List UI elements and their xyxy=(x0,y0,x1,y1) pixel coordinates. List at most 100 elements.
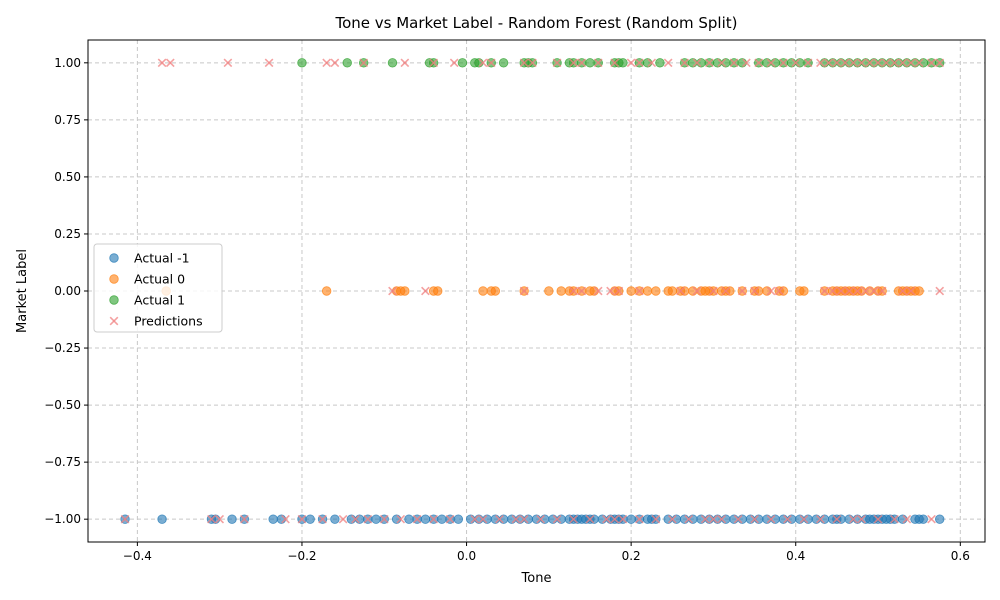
prediction-point xyxy=(935,58,945,68)
data-point xyxy=(556,286,566,296)
prediction-point xyxy=(470,514,480,524)
prediction-point xyxy=(733,514,743,524)
prediction-point xyxy=(223,58,233,68)
prediction-point xyxy=(207,514,216,524)
legend-frame xyxy=(93,243,223,333)
chart-title: Tone vs Market Label - Random Forest (Ra… xyxy=(334,14,737,32)
prediction-point xyxy=(400,58,410,68)
data-point xyxy=(935,514,945,524)
prediction-point xyxy=(902,514,912,524)
prediction-point xyxy=(445,514,455,524)
prediction-point xyxy=(906,58,916,68)
prediction-point xyxy=(766,286,776,296)
prediction-point xyxy=(281,514,290,524)
prediction-point xyxy=(338,514,348,524)
data-point xyxy=(626,514,636,524)
prediction-point xyxy=(239,514,249,524)
y-tick-label: −0.50 xyxy=(44,398,81,412)
prediction-point xyxy=(388,286,397,296)
prediction-point xyxy=(552,514,562,524)
prediction-point xyxy=(577,58,587,68)
prediction-point xyxy=(865,58,875,68)
prediction-point xyxy=(898,286,908,296)
y-tick-label: 1.00 xyxy=(54,56,81,70)
legend-item: Actual 0 xyxy=(109,272,185,287)
data-point xyxy=(387,58,398,68)
prediction-point xyxy=(766,58,776,68)
legend-item: Actual -1 xyxy=(109,251,190,266)
prediction-point xyxy=(449,58,459,68)
data-point xyxy=(305,514,315,524)
prediction-point xyxy=(614,286,624,296)
prediction-point xyxy=(626,58,636,68)
prediction-point xyxy=(816,514,825,524)
prediction-point xyxy=(927,58,936,68)
data-point xyxy=(433,286,443,296)
prediction-point xyxy=(359,58,369,68)
data-point xyxy=(297,58,307,68)
prediction-point xyxy=(429,58,438,68)
prediction-point xyxy=(729,58,739,68)
prediction-point xyxy=(351,514,360,524)
data-point xyxy=(109,295,119,305)
data-point xyxy=(437,514,447,524)
x-tick-label: 0.4 xyxy=(786,549,805,563)
data-point xyxy=(227,514,237,524)
data-point xyxy=(585,58,595,68)
data-point xyxy=(157,514,167,524)
prediction-point xyxy=(157,58,167,68)
prediction-point xyxy=(635,286,644,296)
y-tick-label: 0.00 xyxy=(54,284,81,298)
prediction-point xyxy=(330,58,340,68)
y-tick-label: 0.25 xyxy=(54,227,81,241)
prediction-point xyxy=(799,514,809,524)
legend-label: Actual 1 xyxy=(134,293,185,308)
data-point xyxy=(330,514,340,524)
prediction-point xyxy=(890,58,899,68)
prediction-point xyxy=(593,286,603,296)
x-axis-ticks: −0.4 −0.2 0.0 0.2 0.4 0.6 xyxy=(123,542,970,563)
prediction-point xyxy=(379,514,389,524)
prediction-point xyxy=(684,514,694,524)
prediction-point xyxy=(857,514,866,524)
prediction-point xyxy=(663,58,673,68)
prediction-point xyxy=(486,58,496,68)
prediction-point xyxy=(700,514,710,524)
data-point xyxy=(420,514,431,524)
x-axis-label: Tone xyxy=(521,571,552,586)
prediction-point xyxy=(840,58,850,68)
prediction-point xyxy=(774,286,784,296)
y-tick-label: −0.75 xyxy=(44,455,81,469)
prediction-point xyxy=(853,286,862,296)
y-axis-label: Market Label xyxy=(15,249,30,333)
prediction-point xyxy=(791,58,801,68)
x-tick-label: 0.2 xyxy=(622,549,641,563)
prediction-point xyxy=(741,58,751,68)
prediction-point xyxy=(519,286,529,296)
data-point xyxy=(626,286,636,296)
prediction-point xyxy=(511,514,521,524)
data-point xyxy=(457,58,468,68)
legend: Actual -1 Actual 0 Actual 1 Predictions xyxy=(93,243,223,333)
prediction-point xyxy=(120,514,130,524)
prediction-point xyxy=(832,514,842,524)
prediction-point xyxy=(569,514,578,524)
prediction-point xyxy=(429,514,438,524)
prediction-point xyxy=(680,58,689,68)
data-point xyxy=(642,286,653,296)
prediction-point xyxy=(667,514,677,524)
prediction-point xyxy=(569,286,578,296)
prediction-point xyxy=(873,514,883,524)
y-tick-label: −0.25 xyxy=(44,341,81,355)
prediction-point xyxy=(861,286,871,296)
prediction-point xyxy=(750,286,759,296)
data-point xyxy=(667,286,677,296)
prediction-point xyxy=(528,58,537,68)
prediction-point xyxy=(585,514,595,524)
data-point xyxy=(400,286,410,296)
prediction-point xyxy=(848,514,858,524)
prediction-point xyxy=(857,58,866,68)
legend-label: Predictions xyxy=(134,314,203,329)
data-point xyxy=(799,286,809,296)
